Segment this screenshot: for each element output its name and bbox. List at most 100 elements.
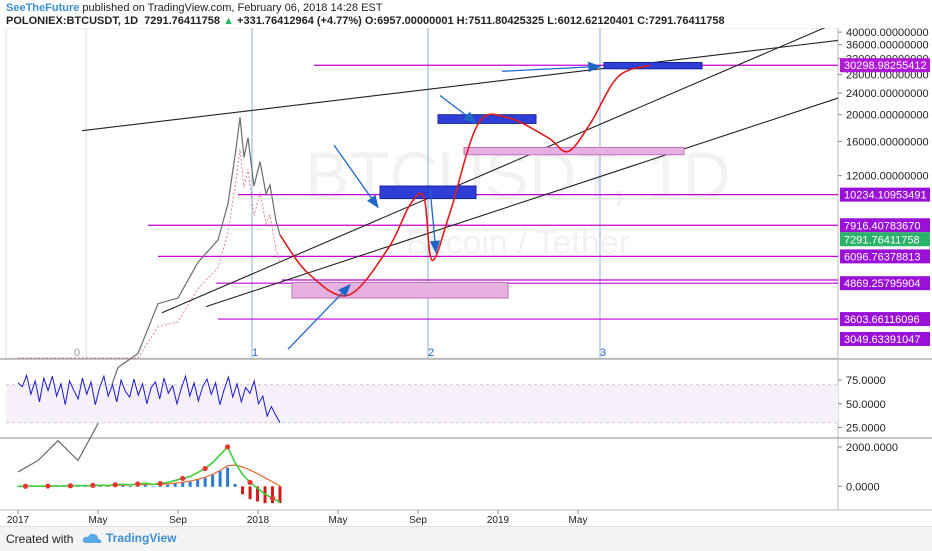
rsi-line: [17, 373, 281, 423]
macd-histogram-bar: [188, 481, 192, 487]
price-tag: [840, 218, 930, 233]
x-tick-label: 2019: [487, 515, 510, 526]
macd-histogram-bar: [278, 486, 282, 504]
arrow: [501, 61, 602, 73]
macd-histogram-bar: [121, 485, 125, 487]
price-tag: [840, 187, 930, 202]
price-tag-label: 6096.76378813: [844, 251, 920, 263]
macd-histogram-bar: [271, 486, 275, 504]
last-price: 7291.76411758: [144, 15, 221, 27]
trendline: [161, 28, 826, 314]
change-value: +331.76412964 (+4.77%): [237, 15, 362, 27]
macd-histogram-bar: [143, 484, 147, 487]
y-tick-label: 20000.00000000: [846, 110, 929, 122]
open-label: O:: [364, 15, 378, 27]
macd-histogram-bar: [16, 486, 20, 487]
macd-histogram-bar: [98, 485, 102, 487]
macd-histogram-bar: [226, 467, 230, 487]
macd-cross-dot: [180, 475, 186, 482]
moving-average-line: [18, 148, 281, 359]
macd-histogram-bar: [233, 483, 237, 487]
high-value: 7511.80425325: [468, 15, 545, 27]
trendline: [81, 39, 839, 132]
x-tick-label: May: [569, 515, 588, 526]
x-tick-label: Sep: [169, 515, 187, 526]
macd-cross-dot: [247, 479, 253, 485]
rsi-band: [6, 384, 838, 423]
target-zone: [291, 281, 509, 299]
tradingview-brand-link[interactable]: TradingView: [82, 531, 176, 545]
tradingview-cloud-icon: [82, 533, 102, 543]
target-zone: [463, 146, 685, 156]
macd-histogram-bar: [196, 479, 200, 487]
y-tick-label: 36000.00000000: [846, 40, 929, 52]
author-link[interactable]: SeeTheFuture: [6, 2, 80, 14]
symbol-label: POLONIEX:BTCUSDT, 1D: [6, 15, 139, 27]
x-tick-label: 2017: [7, 515, 30, 526]
macd-histogram-bar: [166, 484, 170, 487]
high-label: H:: [456, 15, 469, 27]
y-tick-label: 40000.00000000: [846, 28, 929, 39]
price-tag: [840, 249, 930, 264]
target-zone: [603, 61, 703, 70]
price-tag-label: 30298.98255412: [844, 60, 927, 72]
arrow: [439, 94, 478, 124]
publish-line: SeeTheFuture published on TradingView.co…: [6, 2, 382, 14]
macd-histogram-bar: [211, 474, 215, 487]
macd-cross-dot: [157, 480, 163, 487]
wave-label: 0: [74, 347, 80, 359]
target-zone: [379, 185, 477, 200]
price-tag-label: 3603.66116096: [844, 314, 920, 326]
macd-tick-label: 2000.0000: [846, 442, 898, 454]
macd-histogram-bar: [128, 486, 132, 487]
y-tick-label: 28000.00000000: [846, 70, 929, 82]
up-arrow-icon: ▲: [223, 15, 234, 27]
macd-cross-dot: [202, 465, 208, 472]
macd-cross-dot: [67, 483, 73, 489]
x-tick-label: 2018: [247, 515, 270, 526]
chart-header: SeeTheFuture published on TradingView.co…: [0, 0, 932, 28]
rsi-tick-label: 50.0000: [846, 399, 886, 411]
macd-cross-dot: [45, 483, 51, 489]
price-tag: [840, 58, 930, 73]
macd-histogram-bar: [181, 482, 185, 487]
ohlc-line: POLONIEX:BTCUSDT, 1D 7291.76411758 ▲ +33…: [6, 15, 725, 27]
x-tick-label: Sep: [409, 515, 427, 526]
price-tag: [840, 331, 930, 346]
macd-cross-dot: [90, 482, 96, 488]
macd-histogram-bar: [241, 486, 245, 495]
created-with-text: Created with: [6, 532, 74, 546]
low-value: 6012.62120401: [557, 15, 635, 27]
x-tick-label: May: [89, 515, 108, 526]
macd-cross-dot: [135, 481, 141, 487]
trendline: [205, 97, 839, 308]
wave-label: 3: [600, 347, 606, 359]
close-label: C:: [637, 15, 649, 27]
x-tick-label: May: [329, 515, 348, 526]
wave-label: 2: [428, 347, 434, 359]
price-tag: [840, 232, 930, 247]
macd-histogram-bar: [248, 486, 252, 500]
arrow: [429, 188, 441, 254]
y-tick-label: 16000.00000000: [846, 136, 929, 148]
macd-cross-dot: [112, 482, 118, 488]
close-value: 7291.76411758: [648, 15, 725, 27]
watermark-sub: Bitcoin / Tether: [406, 224, 630, 262]
macd-histogram-bar: [151, 486, 155, 487]
macd-histogram-bar: [83, 486, 87, 487]
wave-label: 1: [252, 347, 258, 359]
macd-histogram-bar: [106, 486, 110, 487]
brand-label: TradingView: [106, 531, 177, 545]
macd-histogram-bar: [203, 477, 207, 487]
macd-line: [17, 445, 281, 503]
published-text: published on TradingView.com, February 0…: [82, 2, 383, 14]
price-series-line: [17, 117, 281, 473]
macd-histogram-bar: [76, 486, 80, 487]
macd-histogram-bar: [158, 485, 162, 487]
projection-path: [279, 64, 651, 297]
footer-bar: Created with TradingView: [0, 526, 932, 551]
arrow: [287, 283, 351, 350]
y-tick-label: 12000.00000000: [846, 171, 929, 183]
macd-histogram-bar: [256, 486, 260, 502]
